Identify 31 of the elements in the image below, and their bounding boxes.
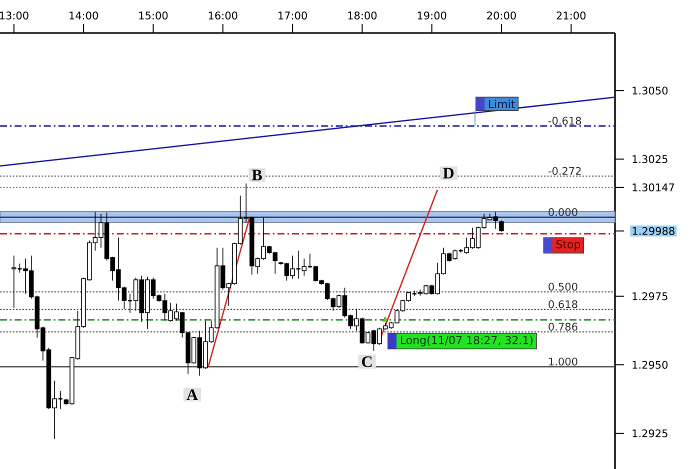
- annotation: Long(11/07 18:27, 32.1): [400, 336, 533, 346]
- annotation: D: [443, 168, 454, 178]
- annotation: -0.272: [548, 166, 581, 175]
- y-tick-label: 1.3025: [632, 155, 668, 164]
- annotation: Stop: [556, 240, 580, 251]
- annotation: 0.786: [548, 322, 578, 331]
- annotation: B: [252, 170, 262, 180]
- annotation: 0.000: [548, 208, 578, 216]
- annotation: A: [186, 389, 198, 400]
- y-tick-label: 1.2950: [632, 360, 668, 369]
- x-tick-label: 19:00: [418, 12, 446, 20]
- annotation: 0.618: [548, 300, 578, 308]
- x-tick-label: 20:00: [487, 12, 516, 20]
- x-tick-label: 16:00: [208, 12, 238, 20]
- annotation: -0.618: [548, 116, 582, 125]
- x-tick-label: 15:00: [139, 12, 168, 20]
- x-tick-label: 13:00: [0, 12, 28, 20]
- annotation: C: [362, 356, 372, 368]
- annotation: 0.500: [548, 282, 578, 291]
- y-tick-label: 1.29988: [632, 227, 674, 235]
- annotation: Limit: [488, 100, 515, 108]
- x-tick-label: 17:00: [278, 12, 307, 20]
- y-tick-label: 1.2925: [632, 429, 668, 438]
- annotation: 1.000: [549, 358, 578, 366]
- x-tick-label: 21:00: [556, 12, 586, 20]
- y-tick-label: 1.3050: [632, 86, 668, 95]
- x-tick-label: 14:00: [70, 12, 98, 20]
- candlestick: [499, 220, 504, 232]
- y-tick-label: 1.30147: [632, 183, 674, 192]
- x-tick-label: 18:00: [348, 12, 377, 20]
- y-tick-label: 1.2975: [632, 292, 668, 300]
